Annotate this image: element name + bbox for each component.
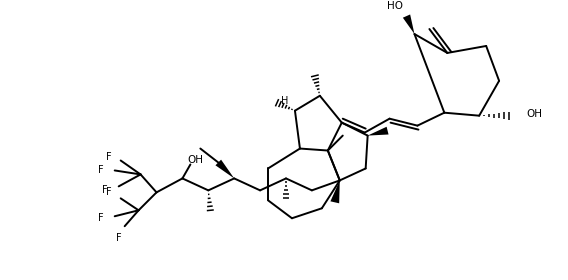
Text: F: F <box>98 165 103 176</box>
Polygon shape <box>215 160 234 178</box>
Polygon shape <box>331 180 340 203</box>
Text: F: F <box>106 151 111 162</box>
Polygon shape <box>403 15 415 34</box>
Text: F: F <box>98 213 103 223</box>
Text: OH: OH <box>526 109 542 119</box>
Text: F: F <box>102 185 107 195</box>
Text: F: F <box>106 187 111 197</box>
Text: HO: HO <box>387 1 403 11</box>
Polygon shape <box>367 127 389 136</box>
Text: F: F <box>116 233 122 243</box>
Text: H: H <box>281 96 289 106</box>
Text: OH: OH <box>187 155 203 165</box>
